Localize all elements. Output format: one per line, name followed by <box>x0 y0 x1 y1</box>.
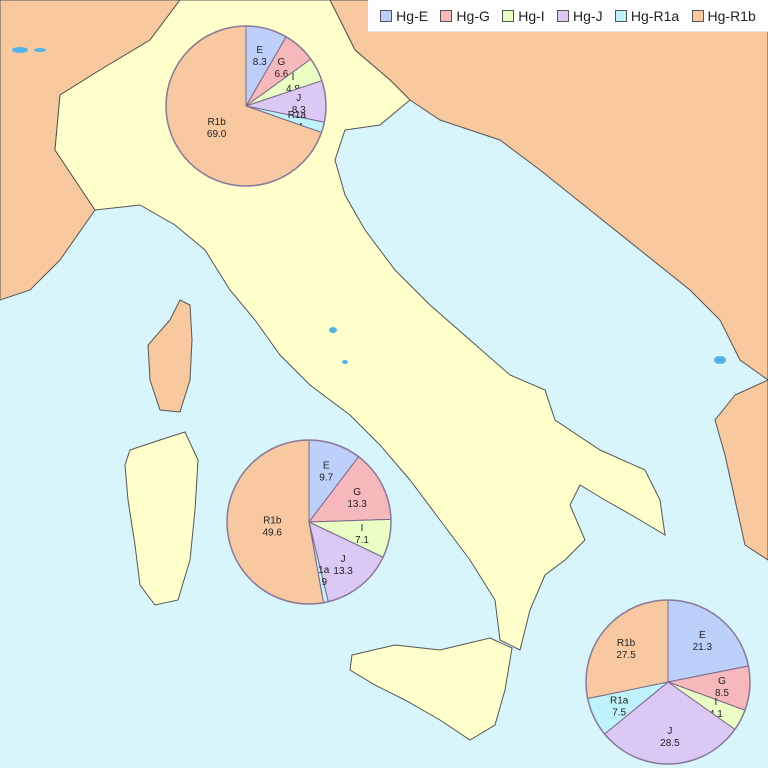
legend-label: Hg-G <box>456 7 490 24</box>
legend-item: Hg-J <box>557 8 603 24</box>
legend-label: Hg-E <box>396 7 429 24</box>
pie-slice-label: R1b <box>263 515 282 526</box>
pie-slice-value: 8.3 <box>253 57 267 68</box>
pie-slice-label: J <box>296 93 301 104</box>
pie-slice-label: R1b <box>207 117 226 128</box>
pie-north: E8.3G6.6I4.8J8.3R1a2.1R1b69.0 <box>165 25 327 187</box>
pie-slice-label: R1a <box>311 565 330 576</box>
pie-slice-label: I <box>715 697 718 708</box>
legend-item: Hg-R1b <box>691 7 756 24</box>
pie-outline <box>165 25 327 187</box>
legend-label: Hg-R1b <box>707 7 756 24</box>
legend: Hg-E Hg-G Hg-I Hg-J Hg-R1a Hg-R1b <box>368 0 768 32</box>
pie-slice-label: I <box>361 523 364 534</box>
land-corsica <box>147 299 193 413</box>
legend-label: Hg-R1a <box>630 7 680 24</box>
legend-item: Hg-I <box>502 7 545 24</box>
pie-slice-value: 28.5 <box>660 738 680 749</box>
legend-label: Hg-J <box>573 7 603 24</box>
pie-slice-label: J <box>341 554 346 565</box>
legend-item: Hg-G <box>440 7 490 24</box>
pie-slice-value: 0.9 <box>313 577 327 588</box>
pie-slice-value: 9.7 <box>319 473 333 484</box>
pie-slice-value: 6.6 <box>274 69 288 80</box>
legend-label: Hg-I <box>518 7 545 24</box>
legend-item: Hg-E <box>380 8 428 24</box>
pie-slice-value: 8.5 <box>715 688 729 699</box>
legend-item: Hg-R1a <box>614 7 680 24</box>
pie-slice-label: R1a <box>288 110 307 121</box>
pie-slice-value: 4.8 <box>286 84 300 95</box>
pie-slice-label: G <box>718 676 726 687</box>
pie-slice-value: 13.3 <box>333 566 353 577</box>
land-sicily <box>349 637 513 741</box>
legend-swatch <box>614 9 627 22</box>
pie-outline <box>226 439 392 605</box>
pie-outline <box>585 599 751 765</box>
land-sardinia <box>124 431 199 606</box>
pie-slice-label: R1b <box>617 638 636 649</box>
pie-charts: E8.3G6.6I4.8J8.3R1a2.1R1b69.0E9.7G13.3I7… <box>165 25 751 765</box>
legend-swatch <box>557 9 570 22</box>
pie-slice-label: E <box>256 45 263 56</box>
legend-swatch <box>502 9 515 22</box>
pie-slice-value: 21.3 <box>693 642 713 653</box>
land-balkans-south <box>714 379 768 561</box>
pie-slice-value: 13.3 <box>347 499 367 510</box>
pie-slice-label: J <box>667 726 672 737</box>
pie-slice-value: 7.5 <box>612 707 626 718</box>
lakes <box>12 47 726 364</box>
legend-swatch <box>380 9 393 22</box>
pie-slice-label: E <box>699 630 706 641</box>
pie-slice-value: 49.6 <box>263 527 283 538</box>
pie-slice-value: 69.0 <box>207 129 227 140</box>
pie-slice-value: 4.1 <box>709 709 723 720</box>
pie-slice-label: E <box>323 461 330 472</box>
pie-slice-value: 27.5 <box>616 650 636 661</box>
pie-slice-label: G <box>278 57 286 68</box>
pie-slice-value: 8.3 <box>292 105 306 116</box>
legend-swatch <box>440 9 453 22</box>
pie-slice-label: G <box>353 487 361 498</box>
pie-slice-label: I <box>292 72 295 83</box>
legend-swatch <box>691 9 704 22</box>
pie-slice-label: R1a <box>610 695 629 706</box>
pie-slice-value: 7.1 <box>355 535 369 546</box>
